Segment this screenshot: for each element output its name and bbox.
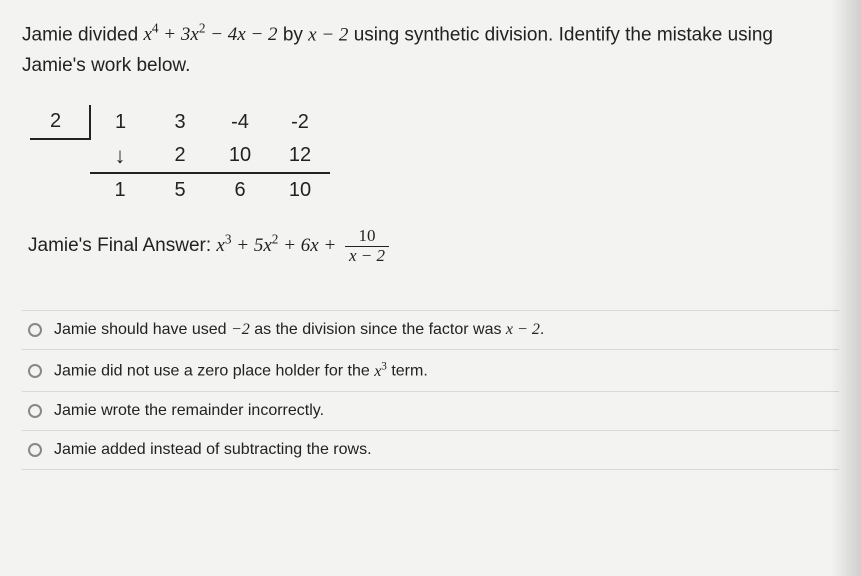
problem-prefix: Jamie divided: [22, 24, 143, 45]
option-row[interactable]: Jamie should have used −2 as the divisio…: [22, 310, 839, 350]
synth-r3-c3: 6: [210, 173, 270, 207]
down-arrow-icon: ↓: [90, 139, 150, 173]
option-row[interactable]: Jamie added instead of subtracting the r…: [22, 431, 839, 470]
synthetic-division-work: 2 1 3 -4 -2 ↓ 2 10 12 1 5 6 10: [30, 105, 839, 207]
frac-top: 10: [345, 227, 389, 247]
synth-divisor: 2: [30, 105, 90, 139]
synth-r2-c1: 2: [150, 139, 210, 173]
option-text: Jamie should have used −2 as the divisio…: [54, 321, 544, 339]
synth-r1-c1: 1: [90, 105, 150, 139]
radio-icon[interactable]: [28, 443, 42, 457]
radio-icon[interactable]: [28, 323, 42, 337]
synth-r3-c2: 5: [150, 173, 210, 207]
option-row[interactable]: Jamie did not use a zero place holder fo…: [22, 350, 839, 391]
final-label: Jamie's Final Answer:: [28, 235, 216, 256]
radio-icon[interactable]: [28, 364, 42, 378]
synth-r1-c3: -4: [210, 105, 270, 139]
problem-mid: by: [278, 24, 309, 45]
option-row[interactable]: Jamie wrote the remainder incorrectly.: [22, 392, 839, 431]
synth-r3-c4: 10: [270, 173, 330, 207]
remainder-fraction: 10x − 2: [345, 227, 389, 265]
frac-bot: x − 2: [345, 247, 389, 266]
divisor-poly: x − 2: [308, 24, 348, 45]
synth-r1-c2: 3: [150, 105, 210, 139]
synth-r2-c2: 10: [210, 139, 270, 173]
synth-r1-c4: -2: [270, 105, 330, 139]
option-text: Jamie did not use a zero place holder fo…: [54, 360, 428, 380]
option-text: Jamie wrote the remainder incorrectly.: [54, 402, 324, 420]
final-answer-line: Jamie's Final Answer: x3 + 5x2 + 6x + 10…: [28, 227, 839, 265]
options-list: Jamie should have used −2 as the divisio…: [22, 310, 839, 469]
synth-r2-c3: 12: [270, 139, 330, 173]
option-text: Jamie added instead of subtracting the r…: [54, 441, 372, 459]
synth-r3-c1: 1: [90, 173, 150, 207]
page-curl-shadow: [831, 0, 861, 576]
radio-icon[interactable]: [28, 404, 42, 418]
dividend-poly: x4 + 3x2 − 4x − 2: [143, 24, 277, 45]
final-expr: x3 + 5x2 + 6x +: [216, 235, 341, 256]
problem-statement: Jamie divided x4 + 3x2 − 4x − 2 by x − 2…: [22, 18, 839, 81]
